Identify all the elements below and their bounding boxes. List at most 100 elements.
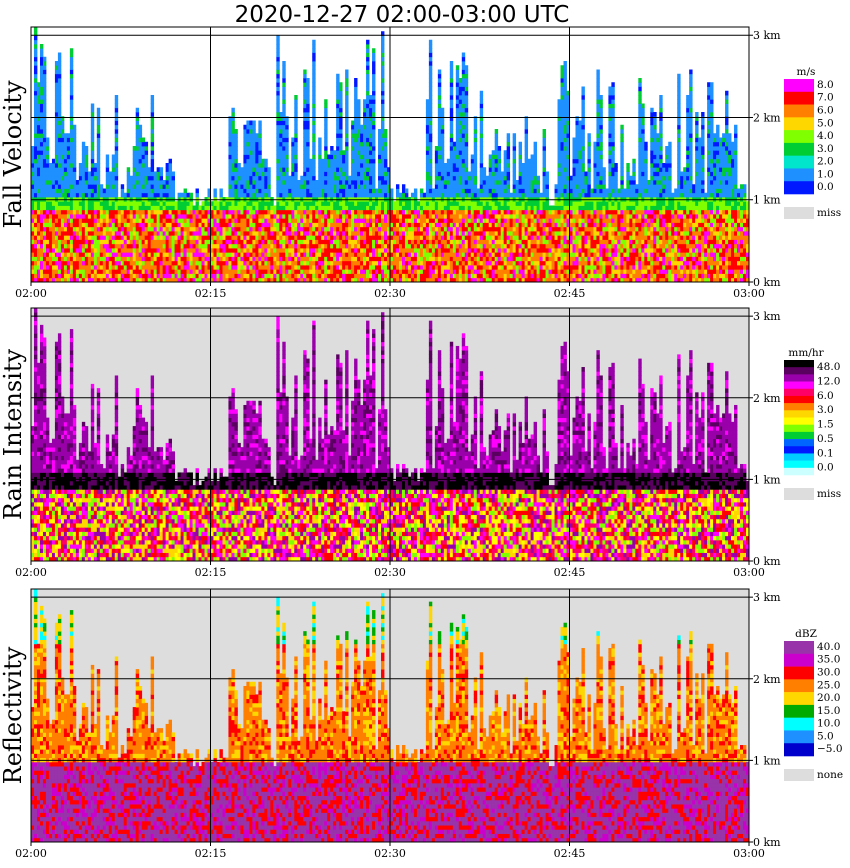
legend-swatch [784,104,814,118]
legend-swatch [784,679,814,693]
panel-title: Reflectivity [0,646,27,784]
legend-swatch [784,446,814,454]
x-tick-label: 02:30 [374,566,406,579]
x-tick-label: 02:45 [554,566,586,579]
legend: m/s8.07.06.05.04.03.02.01.00.0 miss [784,66,841,219]
legend-swatch [784,168,814,182]
legend-level: 5.0 [817,117,834,129]
legend-level: 0.0 [817,462,834,474]
legend-swatch [784,717,814,731]
legend-swatch [784,374,814,382]
legend-level: 2.0 [817,156,834,168]
legend-swatch [784,439,814,447]
legend-unit: mm/hr [788,347,824,359]
legend-level: 25.0 [817,679,840,691]
legend-swatch [784,360,814,368]
x-tick-label: 02:45 [554,847,586,860]
legend-level: 1.5 [817,419,834,431]
grid-lines [31,27,749,282]
legend-level: 10.0 [817,718,840,730]
legend-level: 20.0 [817,692,840,704]
legend-swatch [784,367,814,375]
y-tick-label: 0 km [753,836,781,849]
legend-level: 0.0 [817,181,834,193]
legend-level: 4.0 [817,130,834,142]
legend-swatch [784,417,814,425]
legend-swatch [784,692,814,706]
legend-swatch [784,79,814,93]
legend-level: 7.0 [817,92,834,104]
legend-level: 3.0 [817,404,834,416]
x-tick-label: 02:45 [554,287,586,300]
legend-swatch [784,704,814,718]
x-tick-label: 02:00 [15,287,47,300]
legend-unit: dBZ [795,628,817,640]
legend-swatch [784,181,814,195]
legend-missing-swatch [784,207,814,219]
legend-swatch [784,155,814,169]
grid-lines [31,589,749,842]
legend-swatch [784,388,814,397]
legend-swatch [784,743,814,757]
legend-level: 3.0 [817,143,834,155]
legend-swatch [784,424,814,433]
legend-swatch [784,395,814,404]
legend-swatch [784,403,814,411]
legend-swatch [784,142,814,156]
legend-swatch [784,460,814,469]
legend-swatch [784,653,814,667]
y-tick-label: 3 km [753,29,781,42]
y-tick-label: 3 km [753,310,781,323]
legend-level: 6.0 [817,105,834,117]
x-tick-label: 02:00 [15,566,47,579]
legend-swatch [784,666,814,680]
y-tick-label: 0 km [753,555,781,568]
legend-level: 0.5 [817,433,834,445]
legend: mm/hr 48.0 12.0 6.0 3.0 1.5 0.5 0.1 0.0 miss [784,347,841,500]
legend-level: 5.0 [817,730,834,742]
legend-level: 40.0 [817,641,840,653]
panel-3: Reflectivity 02:00 02:15 02:30 02:45 03:000 k… [0,588,843,860]
legend-level: 15.0 [817,705,840,717]
y-tick-label: 0 km [753,276,781,289]
x-tick-label: 02:15 [195,566,227,579]
legend-level: 1.0 [817,168,834,180]
x-tick-label: 02:15 [195,847,227,860]
legend-missing-swatch [784,769,814,781]
legend-level: 48.0 [817,361,840,373]
panel-title: Fall Velocity [0,80,27,229]
legend-swatch [784,453,814,461]
legend-level: 0.1 [817,447,834,459]
x-tick-label: 03:00 [733,287,765,300]
y-tick-label: 1 km [753,194,781,207]
legend-swatch [784,641,814,655]
y-tick-label: 1 km [753,754,781,767]
legend-swatch [784,730,814,744]
y-tick-label: 2 km [753,111,781,124]
x-tick-label: 02:00 [15,847,47,860]
legend-unit: m/s [797,66,816,78]
y-tick-label: 2 km [753,673,781,686]
panel-1: Fall Velocity 02:00 02:15 02:30 02:45 03:000 … [0,26,841,300]
legend-swatch [784,381,814,390]
legend-swatch [784,130,814,144]
legend-level: 8.0 [817,79,834,91]
legend-missing-label: miss [817,207,841,219]
y-tick-label: 2 km [753,392,781,405]
x-tick-label: 03:00 [733,847,765,860]
legend-swatch [784,91,814,105]
legend-missing-swatch [784,488,814,500]
panel-title: Rain Intensity [0,349,27,521]
legend-missing-label: none [817,769,843,781]
legend-level: 12.0 [817,375,840,387]
legend-level: 30.0 [817,667,840,679]
x-tick-label: 02:30 [374,287,406,300]
x-tick-label: 02:30 [374,847,406,860]
x-tick-label: 02:15 [195,287,227,300]
legend-swatch [784,467,814,476]
legend-level: 6.0 [817,390,834,402]
legend-level: −5.0 [817,743,843,755]
